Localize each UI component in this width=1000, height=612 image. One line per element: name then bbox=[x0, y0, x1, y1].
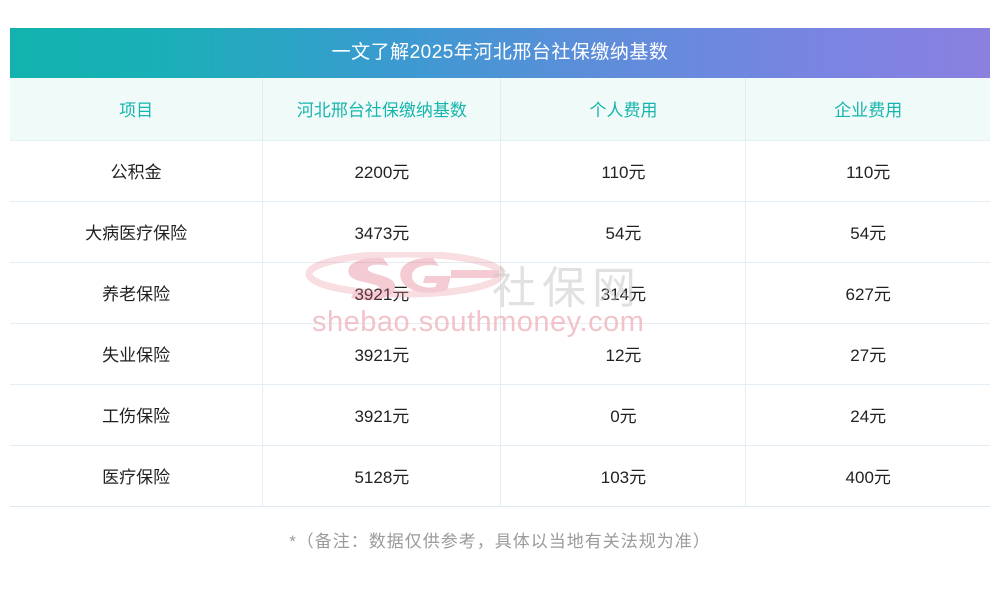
column-header-base: 河北邢台社保缴纳基数 bbox=[262, 78, 502, 141]
cell-item: 工伤保险 bbox=[10, 384, 264, 446]
table-row: 公积金 2200元 110元 110元 bbox=[10, 140, 990, 202]
table-row: 大病医疗保险 3473元 54元 54元 bbox=[10, 201, 990, 263]
cell-item: 医疗保险 bbox=[10, 445, 264, 507]
cell-company: 110元 bbox=[745, 140, 990, 202]
cell-item: 大病医疗保险 bbox=[10, 201, 264, 263]
cell-base: 3921元 bbox=[262, 262, 502, 324]
table-head: 项目 河北邢台社保缴纳基数 个人费用 企业费用 bbox=[10, 78, 990, 141]
table-footnote: *（备注：数据仅供参考，具体以当地有关法规为准） bbox=[289, 532, 711, 551]
cell-personal: 54元 bbox=[500, 201, 747, 263]
cell-item: 公积金 bbox=[10, 140, 264, 202]
cell-base: 2200元 bbox=[262, 140, 502, 202]
column-header-company: 企业费用 bbox=[745, 78, 990, 141]
cell-company: 27元 bbox=[745, 323, 990, 385]
table-row: 医疗保险 5128元 103元 400元 bbox=[10, 445, 990, 507]
social-insurance-table: 项目 河北邢台社保缴纳基数 个人费用 企业费用 公积金 2200元 110元 1… bbox=[10, 78, 990, 507]
table-row: 养老保险 3921元 314元 627元 bbox=[10, 262, 990, 324]
cell-personal: 110元 bbox=[500, 140, 747, 202]
cell-base: 3921元 bbox=[262, 384, 502, 446]
table-row: 工伤保险 3921元 0元 24元 bbox=[10, 384, 990, 446]
table-header-row: 项目 河北邢台社保缴纳基数 个人费用 企业费用 bbox=[10, 78, 990, 141]
cell-personal: 314元 bbox=[500, 262, 747, 324]
cell-item: 养老保险 bbox=[10, 262, 264, 324]
cell-personal: 12元 bbox=[500, 323, 747, 385]
cell-item: 失业保险 bbox=[10, 323, 264, 385]
cell-base: 5128元 bbox=[262, 445, 502, 507]
table-row: 失业保险 3921元 12元 27元 bbox=[10, 323, 990, 385]
table-title-bar: 一文了解2025年河北邢台社保缴纳基数 bbox=[10, 28, 990, 78]
cell-company: 400元 bbox=[745, 445, 990, 507]
cell-company: 24元 bbox=[745, 384, 990, 446]
cell-personal: 103元 bbox=[500, 445, 747, 507]
column-header-item: 项目 bbox=[10, 78, 264, 141]
cell-base: 3473元 bbox=[262, 201, 502, 263]
cell-personal: 0元 bbox=[500, 384, 747, 446]
table-body: 公积金 2200元 110元 110元 大病医疗保险 3473元 54元 54元… bbox=[10, 140, 990, 507]
cell-base: 3921元 bbox=[262, 323, 502, 385]
cell-company: 627元 bbox=[745, 262, 990, 324]
cell-company: 54元 bbox=[745, 201, 990, 263]
social-insurance-table-container: 一文了解2025年河北邢台社保缴纳基数 项目 河北邢台社保缴纳基数 个人费用 企… bbox=[10, 28, 990, 507]
column-header-personal: 个人费用 bbox=[500, 78, 747, 141]
